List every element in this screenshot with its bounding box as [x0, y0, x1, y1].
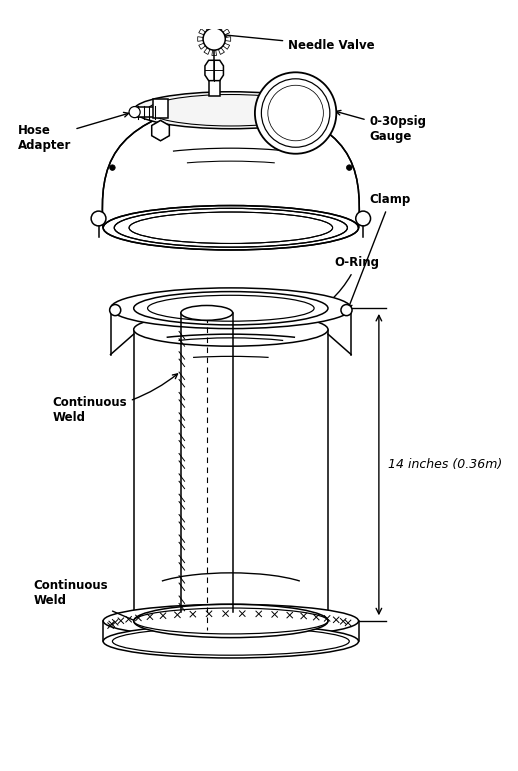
Text: Needle Valve: Needle Valve	[223, 33, 375, 52]
Polygon shape	[153, 99, 168, 118]
Polygon shape	[152, 120, 161, 130]
Circle shape	[110, 165, 115, 170]
Text: Continuous
Weld: Continuous Weld	[52, 374, 178, 424]
Polygon shape	[161, 120, 169, 130]
Polygon shape	[225, 37, 231, 42]
Text: 0-30psig
Gauge: 0-30psig Gauge	[336, 110, 427, 143]
Circle shape	[110, 305, 121, 315]
Polygon shape	[161, 130, 169, 141]
Circle shape	[255, 72, 336, 153]
Polygon shape	[204, 24, 210, 30]
Text: Continuous
Weld: Continuous Weld	[34, 579, 153, 629]
Polygon shape	[212, 22, 217, 28]
Polygon shape	[152, 120, 169, 141]
Polygon shape	[152, 126, 161, 136]
Ellipse shape	[103, 604, 358, 638]
Ellipse shape	[181, 305, 233, 320]
Ellipse shape	[134, 291, 328, 325]
Text: Hose
Adapter: Hose Adapter	[18, 113, 128, 152]
Polygon shape	[219, 48, 224, 55]
Ellipse shape	[134, 313, 328, 346]
Circle shape	[356, 211, 370, 226]
Polygon shape	[223, 29, 229, 35]
Polygon shape	[152, 130, 161, 141]
Ellipse shape	[134, 604, 328, 638]
Polygon shape	[161, 126, 169, 136]
Circle shape	[341, 305, 352, 315]
Circle shape	[347, 165, 352, 170]
Ellipse shape	[103, 206, 358, 250]
Circle shape	[203, 28, 225, 50]
Text: O-Ring: O-Ring	[304, 257, 380, 318]
Ellipse shape	[110, 288, 351, 328]
Polygon shape	[98, 89, 363, 227]
Ellipse shape	[134, 92, 328, 129]
Polygon shape	[219, 24, 224, 30]
Polygon shape	[199, 43, 206, 49]
Polygon shape	[212, 50, 217, 56]
Circle shape	[91, 211, 106, 226]
Text: 14 inches (0.36m): 14 inches (0.36m)	[388, 458, 502, 471]
Polygon shape	[199, 29, 206, 35]
Polygon shape	[223, 43, 229, 49]
Ellipse shape	[103, 625, 358, 658]
Text: Clamp: Clamp	[348, 194, 411, 309]
Circle shape	[129, 106, 140, 118]
Polygon shape	[204, 48, 210, 55]
Polygon shape	[135, 107, 161, 116]
Polygon shape	[205, 60, 223, 81]
Polygon shape	[198, 37, 203, 42]
Polygon shape	[209, 79, 220, 96]
Polygon shape	[284, 113, 307, 133]
